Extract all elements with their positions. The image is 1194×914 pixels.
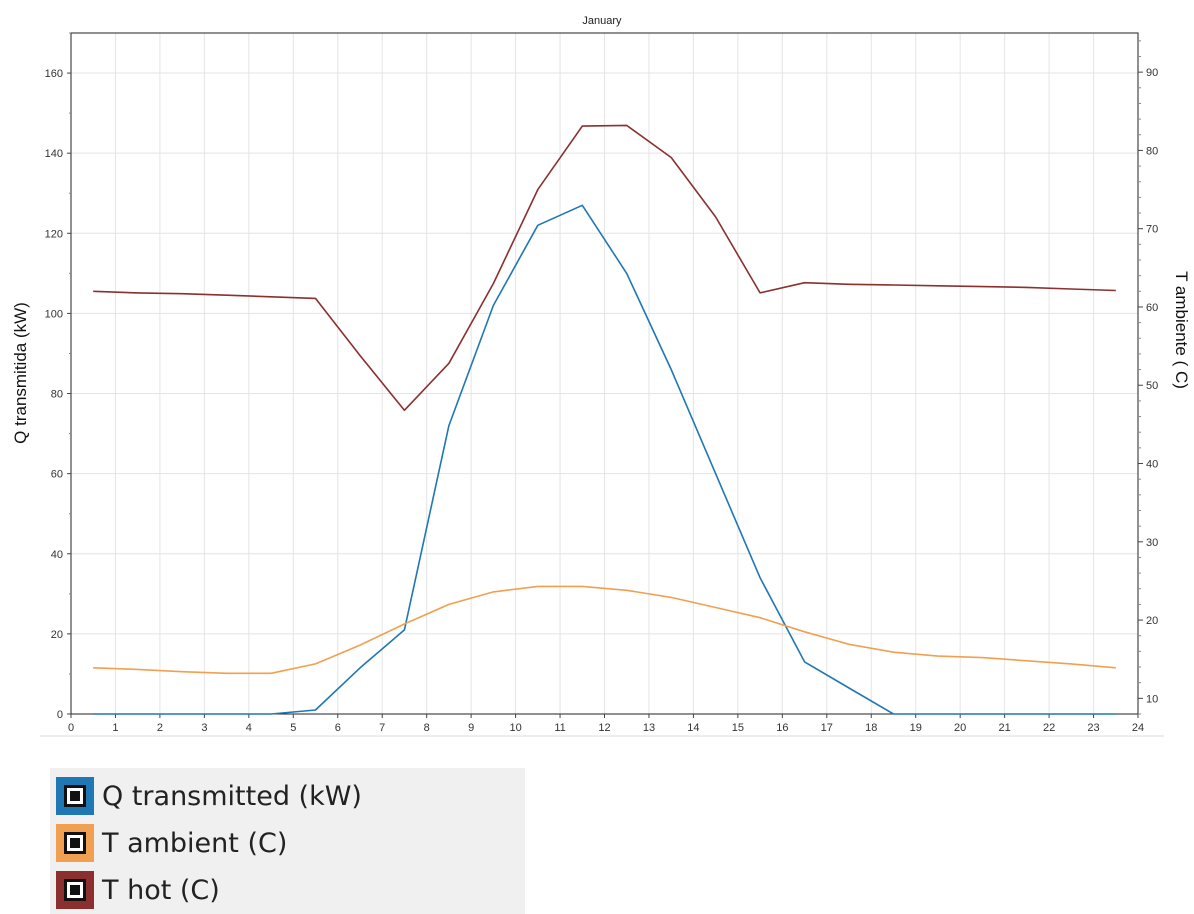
x-tick-label: 0 [68, 722, 74, 734]
x-tick-label: 2 [157, 722, 163, 734]
y2-tick-label: 70 [1146, 224, 1158, 236]
legend: Q transmitted (kW) T ambient (C) T hot (… [50, 768, 525, 914]
y2-tick-label: 20 [1146, 615, 1158, 627]
x-tick-label: 20 [954, 722, 966, 734]
x-tick-label: 14 [687, 722, 699, 734]
x-tick-label: 1 [112, 722, 118, 734]
x-tick-label: 18 [865, 722, 877, 734]
legend-label-q-transmitted: Q transmitted (kW) [102, 781, 362, 812]
y2-tick-label: 30 [1146, 537, 1158, 549]
y-axis-left-title: Q transmitida (kW) [11, 302, 30, 444]
legend-label-t-hot: T hot (C) [102, 875, 220, 906]
x-tick-label: 4 [246, 722, 252, 734]
x-tick-label: 10 [509, 722, 521, 734]
x-tick-label: 22 [1043, 722, 1055, 734]
x-tick-label: 8 [424, 722, 430, 734]
y-tick-label: 80 [51, 389, 63, 401]
x-tick-label: 16 [776, 722, 788, 734]
y2-tick-label: 90 [1146, 67, 1158, 79]
y-tick-label: 140 [45, 148, 63, 160]
y-tick-label: 0 [57, 709, 63, 721]
x-tick-label: 3 [201, 722, 207, 734]
x-tick-label: 19 [910, 722, 922, 734]
y-tick-label: 20 [51, 629, 63, 641]
legend-swatch-q-transmitted [56, 777, 94, 815]
x-tick-label: 12 [598, 722, 610, 734]
x-tick-label: 13 [643, 722, 655, 734]
y-tick-label: 40 [51, 549, 63, 561]
y2-tick-label: 80 [1146, 145, 1158, 157]
y2-tick-label: 40 [1146, 459, 1158, 471]
x-tick-label: 7 [379, 722, 385, 734]
legend-label-t-ambient: T ambient (C) [102, 828, 287, 859]
y-tick-label: 100 [45, 308, 63, 320]
chart: January 0 1 2 3 4 5 6 7 8 9 10 11 12 13 14 15 16 17 18 19 20… [0, 0, 1194, 760]
grid [71, 33, 1138, 714]
x-tick-label: 24 [1132, 722, 1144, 734]
x-tick-label: 11 [554, 722, 565, 734]
y2-tick-label: 50 [1146, 380, 1158, 392]
x-axis: 0 1 2 3 4 5 6 7 8 9 10 11 12 13 14 15 16 17 18 19 20 21 22 23 24 [68, 714, 1144, 734]
x-tick-label: 23 [1087, 722, 1099, 734]
legend-swatch-t-hot [56, 871, 94, 909]
y-axis-right-title: T ambiente ( C) [1172, 271, 1191, 389]
x-tick-label: 5 [290, 722, 296, 734]
legend-item-t-ambient[interactable]: T ambient (C) [56, 823, 287, 863]
legend-item-t-hot[interactable]: T hot (C) [56, 870, 220, 910]
x-tick-label: 9 [468, 722, 474, 734]
x-tick-label: 15 [732, 722, 744, 734]
y-tick-label: 120 [45, 228, 63, 240]
legend-swatch-t-ambient [56, 824, 94, 862]
x-tick-label: 21 [999, 722, 1011, 734]
y-tick-label: 160 [45, 68, 63, 80]
y-tick-label: 60 [51, 469, 63, 481]
x-tick-label: 17 [821, 722, 833, 734]
y2-tick-label: 10 [1146, 693, 1158, 705]
y-axis-left: 0 20 40 60 80 100 120 140 160 [45, 33, 71, 721]
legend-item-q-transmitted[interactable]: Q transmitted (kW) [56, 776, 362, 816]
x-tick-label: 6 [335, 722, 341, 734]
y2-tick-label: 60 [1146, 302, 1158, 314]
chart-title: January [582, 15, 622, 27]
y-axis-right: 10 20 30 40 50 60 70 80 90 [1138, 41, 1158, 714]
